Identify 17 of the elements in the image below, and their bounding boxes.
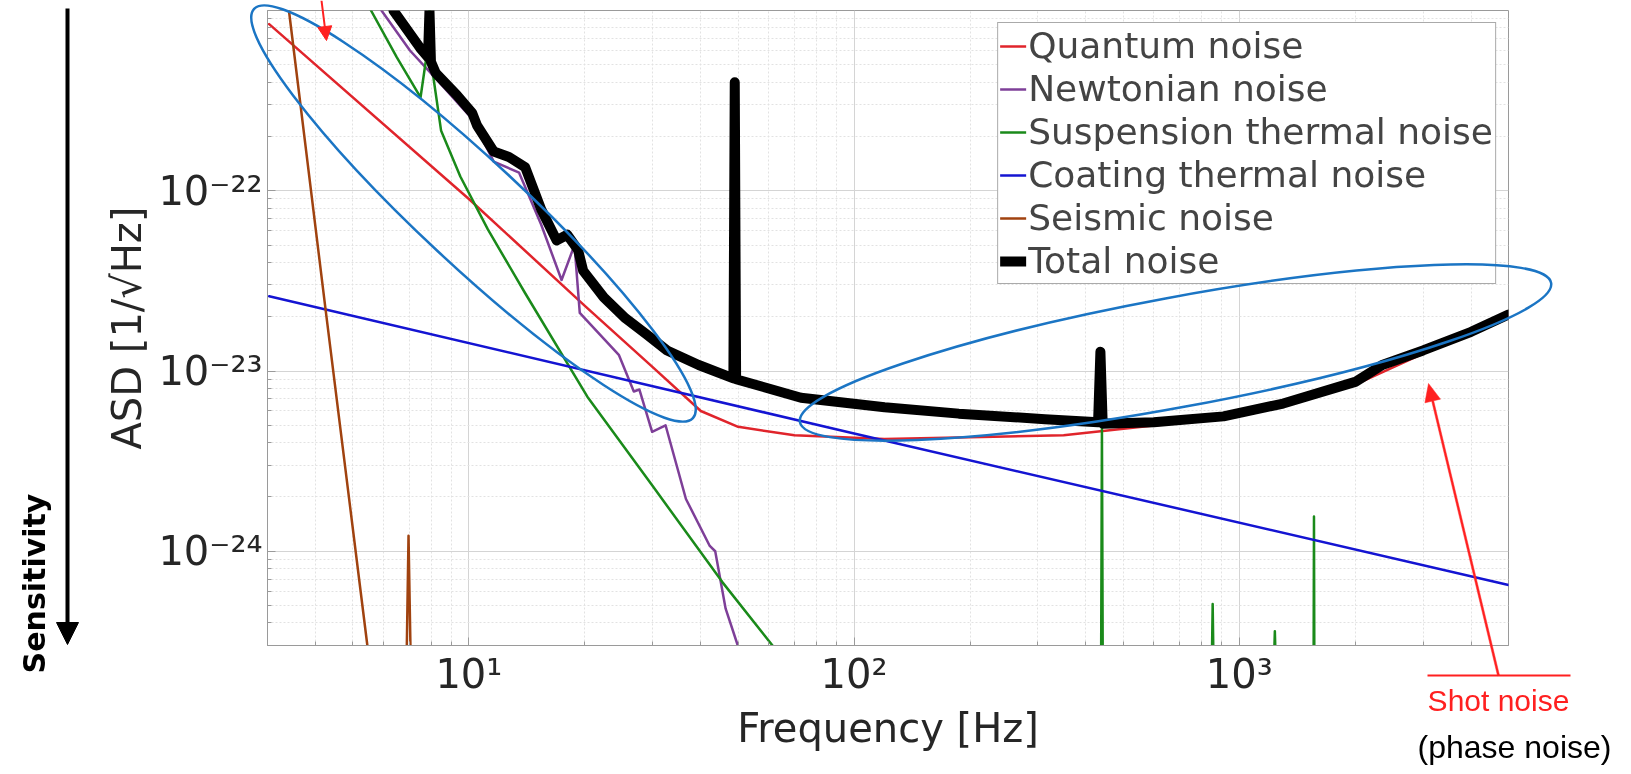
- text: (phase noise): [1417, 728, 1612, 765]
- legend-label: Coating thermal noise: [1028, 154, 1427, 195]
- legend-label: Newtonian noise: [1028, 68, 1328, 109]
- y-tick-label: 10⁻²⁴: [158, 528, 263, 575]
- x-tick-label: 10²: [820, 650, 888, 697]
- text: Shot noise: [1427, 684, 1570, 717]
- legend-label: Quantum noise: [1028, 25, 1304, 66]
- y-tick-label: 10⁻²³: [158, 348, 263, 394]
- legend-label: Seismic noise: [1028, 197, 1274, 238]
- y-tick-label: 10⁻²²: [158, 167, 263, 214]
- x-axis-title: Frequency [Hz]: [737, 704, 1039, 751]
- legend-label: Suspension thermal noise: [1028, 111, 1493, 152]
- x-tick-label: 10¹: [435, 650, 503, 697]
- y-axis-title: ASD [1/√Hz]: [104, 206, 151, 450]
- x-tick-label: 10³: [1205, 650, 1273, 697]
- text: Sensitivity: [17, 493, 52, 674]
- legend-label: Total noise: [1028, 240, 1220, 281]
